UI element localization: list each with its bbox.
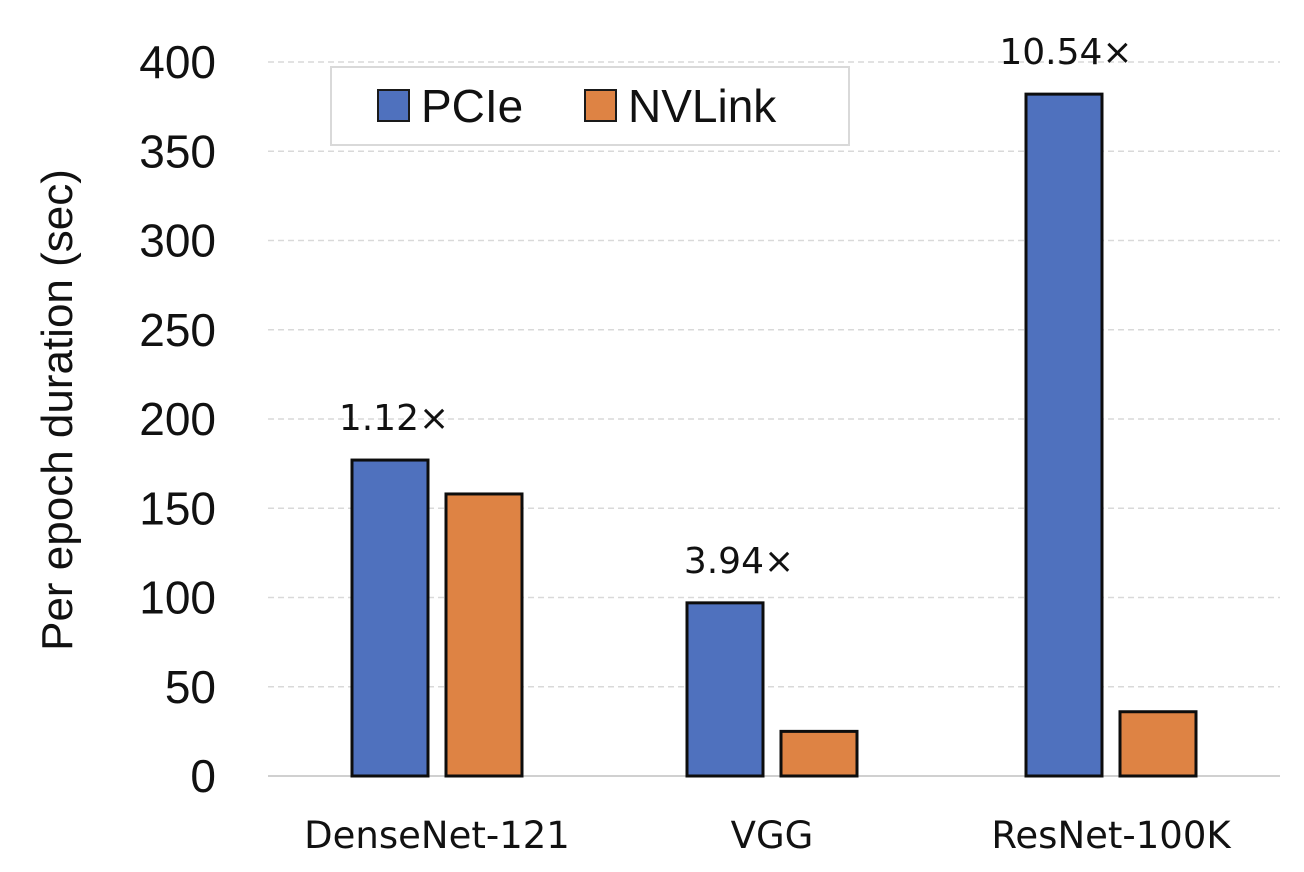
y-tick-label: 50 xyxy=(165,661,216,713)
y-tick-label: 0 xyxy=(190,750,216,802)
y-tick-label: 300 xyxy=(139,215,216,267)
legend-label-nvlink: NVLink xyxy=(628,80,777,132)
x-category-label: ResNet-100K xyxy=(991,814,1232,857)
legend-label-pcie: PCIe xyxy=(421,80,523,132)
bar-nvlink-resnet-100k xyxy=(1118,710,1198,778)
speedup-annotation: 1.12× xyxy=(339,398,449,439)
speedup-annotation: 10.54× xyxy=(999,32,1132,73)
y-tick-label: 100 xyxy=(139,572,216,624)
bar-nvlink-vgg xyxy=(779,729,859,778)
x-category-label: DenseNet-121 xyxy=(304,814,570,857)
y-tick-label: 250 xyxy=(139,304,216,356)
bar-pcie-vgg xyxy=(685,601,765,778)
bars xyxy=(350,92,1198,778)
y-axis-ticks: 0 50 100 150 200 250 300 350 400 xyxy=(139,36,216,802)
speedup-annotations: 1.12× 3.94× 10.54× xyxy=(339,32,1133,582)
y-tick-label: 350 xyxy=(139,125,216,177)
speedup-annotation: 3.94× xyxy=(684,541,794,582)
x-category-label: VGG xyxy=(731,814,814,857)
y-axis-title: Per epoch duration (sec) xyxy=(33,169,82,651)
legend-swatch-nvlink xyxy=(584,89,617,122)
legend: PCIe NVLink xyxy=(330,66,850,146)
x-axis-categories: DenseNet-121 VGG ResNet-100K xyxy=(304,814,1232,857)
y-tick-label: 400 xyxy=(139,36,216,88)
gridlines xyxy=(268,61,1280,777)
y-tick-label: 200 xyxy=(139,393,216,445)
y-tick-label: 150 xyxy=(139,482,216,534)
bar-pcie-densenet-121 xyxy=(350,458,430,778)
bar-nvlink-densenet-121 xyxy=(444,492,524,778)
legend-swatch-pcie xyxy=(377,89,410,122)
bar-pcie-resnet-100k xyxy=(1024,92,1104,778)
